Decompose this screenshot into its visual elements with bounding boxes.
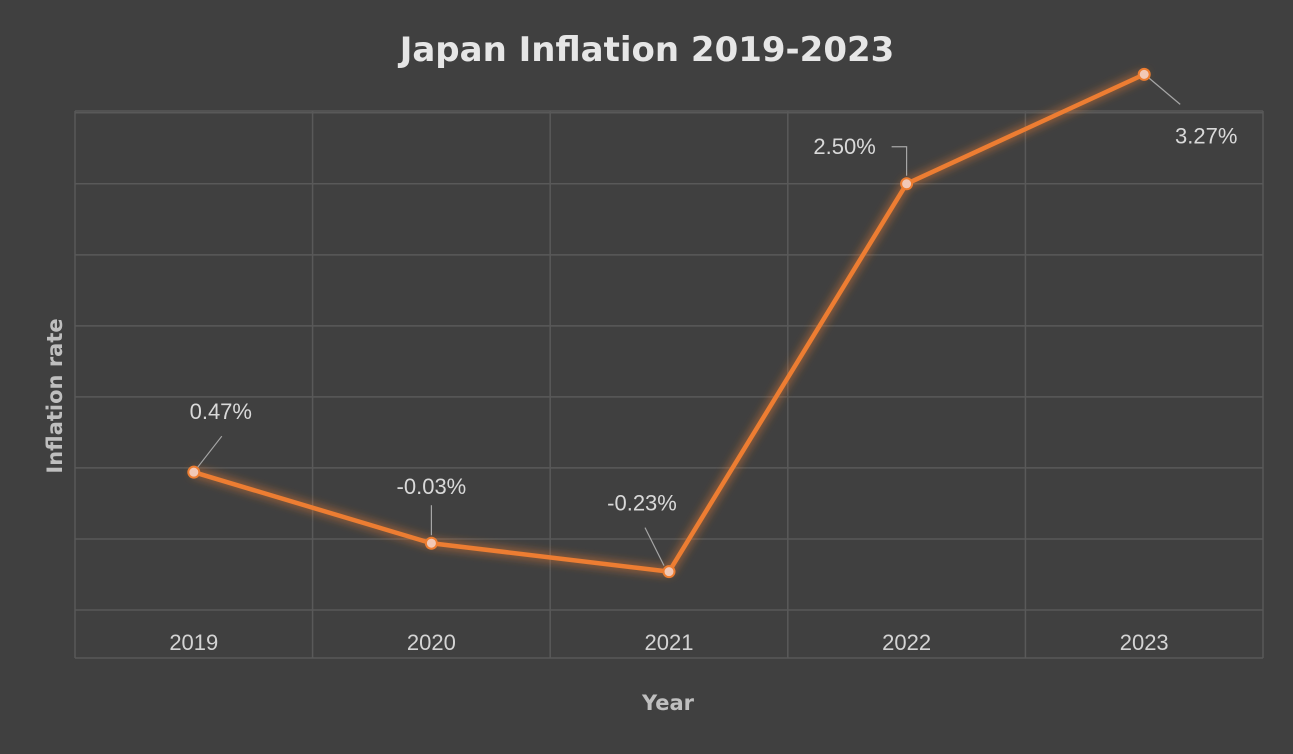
data-label: -0.23% [607,491,677,516]
data-point [187,465,201,479]
data-label-leader-line [193,435,223,473]
gridlines [74,110,1264,659]
data-label-leader-line [644,527,665,566]
data-label-leaders [193,76,1181,566]
data-label-leader-line [1147,76,1181,105]
x-tick-label: 2021 [645,630,694,655]
x-tick-label: 2023 [1120,630,1169,655]
data-label: 0.47% [190,399,252,424]
x-tick-label: 2019 [169,630,218,655]
data-point [1137,67,1151,81]
x-tick-label: 2022 [882,630,931,655]
data-points [187,67,1151,579]
data-label-leader-line [891,146,908,176]
x-tick-label: 2020 [407,630,456,655]
data-label: 3.27% [1175,123,1237,148]
data-label: 2.50% [813,134,875,159]
x-axis-tick-labels: 2019 2020 2021 2022 2023 [169,630,1168,655]
data-label: -0.03% [397,474,467,499]
y-axis-title: Inflation rate [43,318,67,473]
data-labels: 0.47% -0.03% -0.23% 2.50% 3.27% [190,123,1238,515]
data-point [424,536,438,550]
data-point [900,177,914,191]
chart-title: Japan Inflation 2019-2023 [398,30,895,70]
data-point [662,565,676,579]
x-axis-title: Year [641,691,695,715]
